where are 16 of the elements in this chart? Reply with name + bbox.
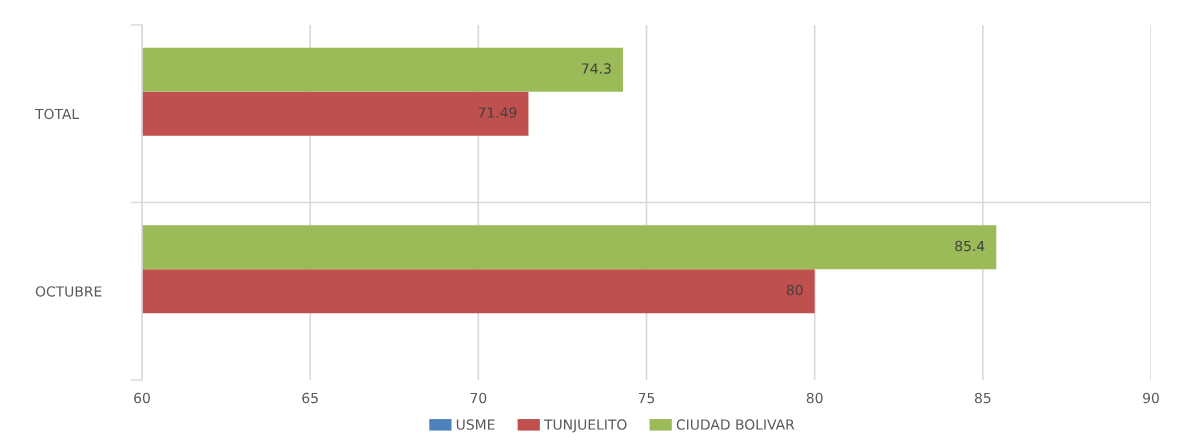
x-tick-label: 60	[134, 392, 150, 404]
data-label: 85.4	[955, 240, 985, 252]
legend-label: TUNJUELITO	[543, 419, 627, 433]
x-tick-label: 90	[1143, 392, 1159, 404]
data-label: 71.49	[478, 107, 517, 118]
data-label: 80	[786, 284, 803, 296]
x-tick-label: 75	[638, 392, 655, 404]
x-tick-label: 70	[470, 392, 487, 404]
legend-label: CIUDAD BOLIVAR	[676, 419, 795, 430]
legend-label: USME	[456, 419, 495, 430]
y-tick-label: OCTUBRE	[35, 286, 102, 297]
x-tick-label: 85	[974, 392, 991, 404]
y-tick-label: TOTAL	[35, 108, 80, 120]
x-tick-label: 65	[302, 392, 318, 404]
x-tick-label: 80	[806, 392, 823, 404]
data-label: 74.3	[582, 63, 611, 74]
